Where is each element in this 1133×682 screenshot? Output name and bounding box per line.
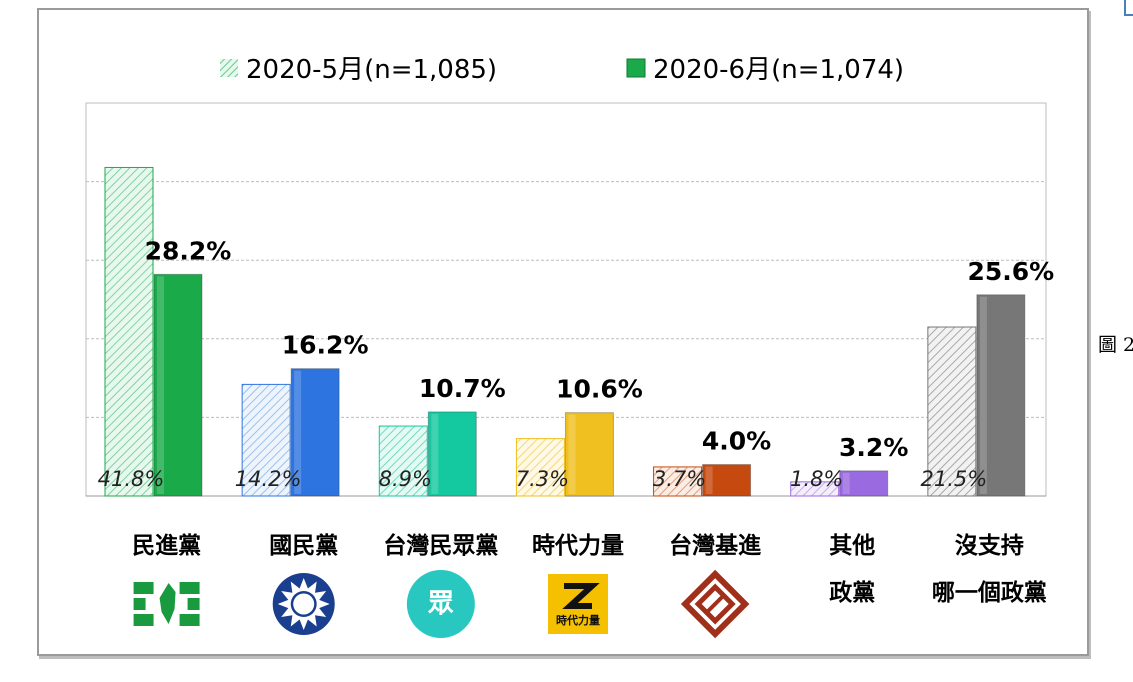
plot-area: 41.8% 28.2% 14.2% 16.2% 8.9% 10.7% 7.3% 10.6% 3.… — [85, 102, 1054, 497]
bar-highlight — [294, 370, 302, 494]
bar-june-npp — [564, 412, 614, 497]
figure-side-label: 圖 2 — [1098, 334, 1133, 356]
bar-may-dpp — [104, 166, 154, 497]
bar-highlight — [979, 296, 987, 494]
data-label-may-tpp: 8.9% — [379, 467, 432, 491]
data-label-may-npp: 7.3% — [516, 467, 569, 491]
data-label-may-kmt: 14.2% — [235, 467, 302, 491]
data-label-june-kmt: 16.2% — [282, 331, 369, 360]
data-label-june-dpp: 28.2% — [145, 236, 232, 265]
bar-may-tsp — [653, 466, 703, 497]
bar-highlight — [705, 466, 713, 494]
tpp-logo-text: 眾 — [427, 589, 454, 619]
data-label-may-tsp: 3.7% — [653, 467, 706, 491]
bar-highlight — [842, 472, 850, 494]
npp-logo-text: 時代力量 — [556, 613, 600, 627]
category-label-npp: 時代力量 — [532, 533, 624, 559]
legend-label-may: 2020-5月(n=1,085) — [246, 55, 497, 85]
data-label-june-tsp: 4.0% — [702, 427, 771, 456]
bar-highlight — [431, 413, 439, 494]
data-label-may-none: 21.5% — [920, 467, 987, 491]
bar-may-tpp — [378, 425, 428, 497]
kmt-logo — [272, 573, 335, 635]
data-label-may-dpp: 41.8% — [98, 467, 165, 491]
legend-swatch-may — [220, 59, 238, 77]
bar-may-kmt — [241, 383, 291, 497]
side-mark — [1124, 0, 1133, 16]
category-label-tsp: 台灣基進 — [669, 532, 761, 559]
category-label-other: 政黨 — [829, 580, 875, 606]
bar-june-other — [839, 470, 889, 497]
bar-may-none — [927, 326, 977, 497]
bar-june-dpp — [153, 273, 203, 497]
bar-may-npp — [515, 438, 565, 497]
bar-may-other — [790, 481, 840, 497]
legend-swatch-june — [626, 58, 646, 78]
bar-highlight — [568, 414, 576, 494]
legend: 2020-5月(n=1,085) 2020-6月(n=1,074) — [220, 55, 904, 85]
data-label-june-none: 25.6% — [967, 257, 1054, 286]
bar-june-kmt — [290, 368, 340, 497]
data-label-may-other: 1.8% — [790, 467, 843, 491]
category-label-dpp: 民進黨 — [132, 533, 201, 559]
npp-logo: 時代力量 — [548, 574, 608, 634]
category-label-other: 其他 — [829, 533, 875, 559]
bar-highlight — [157, 276, 164, 494]
data-label-june-other: 3.2% — [839, 433, 908, 462]
category-label-kmt: 國民黨 — [269, 533, 338, 559]
bar-june-tpp — [427, 411, 477, 497]
data-label-june-tpp: 10.7% — [419, 374, 506, 403]
dpp-logo — [133, 582, 200, 626]
tsp-logo — [680, 569, 750, 639]
bar-june-none — [976, 294, 1026, 497]
data-label-june-npp: 10.6% — [556, 375, 643, 404]
category-label-none: 沒支持 — [955, 532, 1024, 559]
category-label-none: 哪一個政黨 — [932, 580, 1047, 606]
legend-label-june: 2020-6月(n=1,074) — [653, 55, 904, 85]
bar-june-tsp — [702, 464, 752, 497]
category-label-tpp: 台灣民眾黨 — [383, 532, 498, 559]
tpp-logo: 眾 — [406, 570, 475, 638]
